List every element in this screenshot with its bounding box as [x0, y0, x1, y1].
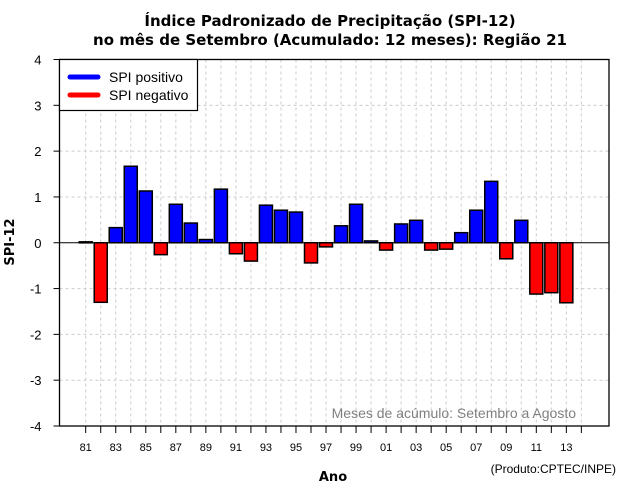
y-tick-label: -3: [30, 373, 42, 388]
x-tick-label: 87: [170, 442, 182, 454]
y-tick-label: 3: [34, 98, 41, 113]
bar-negative: [499, 242, 514, 260]
legend-label-negative: SPI negativo: [109, 87, 189, 103]
bar-negative: [559, 242, 574, 304]
x-tick-label: 03: [410, 442, 422, 454]
x-tick-label: 81: [80, 442, 92, 454]
bar-positive: [183, 222, 199, 244]
y-tick-label: 4: [34, 53, 41, 68]
bar-positive: [168, 203, 184, 244]
x-tick-label: 91: [230, 442, 242, 454]
bar-negative: [544, 242, 559, 294]
y-tick-label: -1: [30, 282, 42, 297]
bar-negative: [243, 242, 259, 262]
legend: SPI positivo SPI negativo: [58, 58, 199, 112]
bar-positive: [273, 209, 289, 244]
x-tick-label: 95: [290, 442, 302, 454]
bar-positive: [453, 231, 469, 244]
bar-positive: [258, 204, 274, 244]
x-tick-label: 09: [500, 442, 512, 454]
bar-positive: [348, 203, 364, 244]
y-tick-label: -2: [30, 327, 42, 342]
bar-negative: [438, 242, 454, 250]
x-tick-label: 89: [200, 442, 212, 454]
bar-positive: [468, 209, 484, 244]
x-tick-label: 07: [470, 442, 482, 454]
bar-positive: [213, 188, 229, 244]
x-tick-label: 93: [260, 442, 272, 454]
bar-positive: [514, 219, 529, 244]
chart-subtitle: no mês de Setembro (Acumulado: 12 meses)…: [93, 31, 567, 49]
x-tick-label: 97: [320, 442, 332, 454]
bar-positive: [108, 226, 123, 244]
bar-negative: [318, 242, 334, 248]
bar-positive: [123, 165, 139, 244]
x-tick-label: 05: [440, 442, 452, 454]
bar-negative: [228, 242, 244, 255]
y-axis-title: SPI-12: [3, 218, 18, 265]
x-tick-label: 01: [380, 442, 392, 454]
y-tick-label: 0: [34, 236, 41, 251]
legend-label-positive: SPI positivo: [109, 69, 183, 85]
x-tick-label: 83: [110, 442, 122, 454]
y-axis: 4 3 2 1 0 -1 -2 -3 -4: [30, 53, 60, 434]
bar-positive: [288, 211, 304, 244]
x-axis-title: Ano: [319, 470, 347, 485]
bar-positive: [393, 223, 409, 244]
bar-negative: [529, 242, 544, 295]
x-axis: 81 83 85 87 89 91 93 95 97 99 01 03 05 07 09 11 13: [80, 426, 582, 454]
accumulation-note: Meses de acúmulo: Setembro a Agosto: [332, 405, 577, 421]
x-tick-label: 11: [531, 442, 542, 454]
bar-negative: [93, 242, 108, 304]
bar-negative: [303, 242, 319, 264]
product-credit: (Produto:CPTEC/INPE): [491, 462, 616, 476]
chart-title: Índice Padronizado de Precipitação (SPI-…: [144, 11, 515, 30]
bar-positive: [333, 225, 349, 244]
bar-positive: [138, 190, 154, 244]
y-tick-label: 1: [34, 190, 41, 205]
legend-box: [58, 58, 199, 112]
bar-negative: [378, 242, 394, 251]
bar-positive: [408, 219, 424, 244]
grid: [59, 59, 609, 426]
x-tick-label: 85: [140, 442, 152, 454]
y-tick-label: 2: [34, 144, 41, 159]
bar-negative: [153, 242, 169, 256]
bar-negative: [423, 242, 439, 251]
y-tick-label: -4: [30, 419, 42, 434]
x-tick-label: 13: [560, 442, 572, 454]
bar-positive: [483, 180, 499, 244]
x-tick-label: 99: [350, 442, 362, 454]
